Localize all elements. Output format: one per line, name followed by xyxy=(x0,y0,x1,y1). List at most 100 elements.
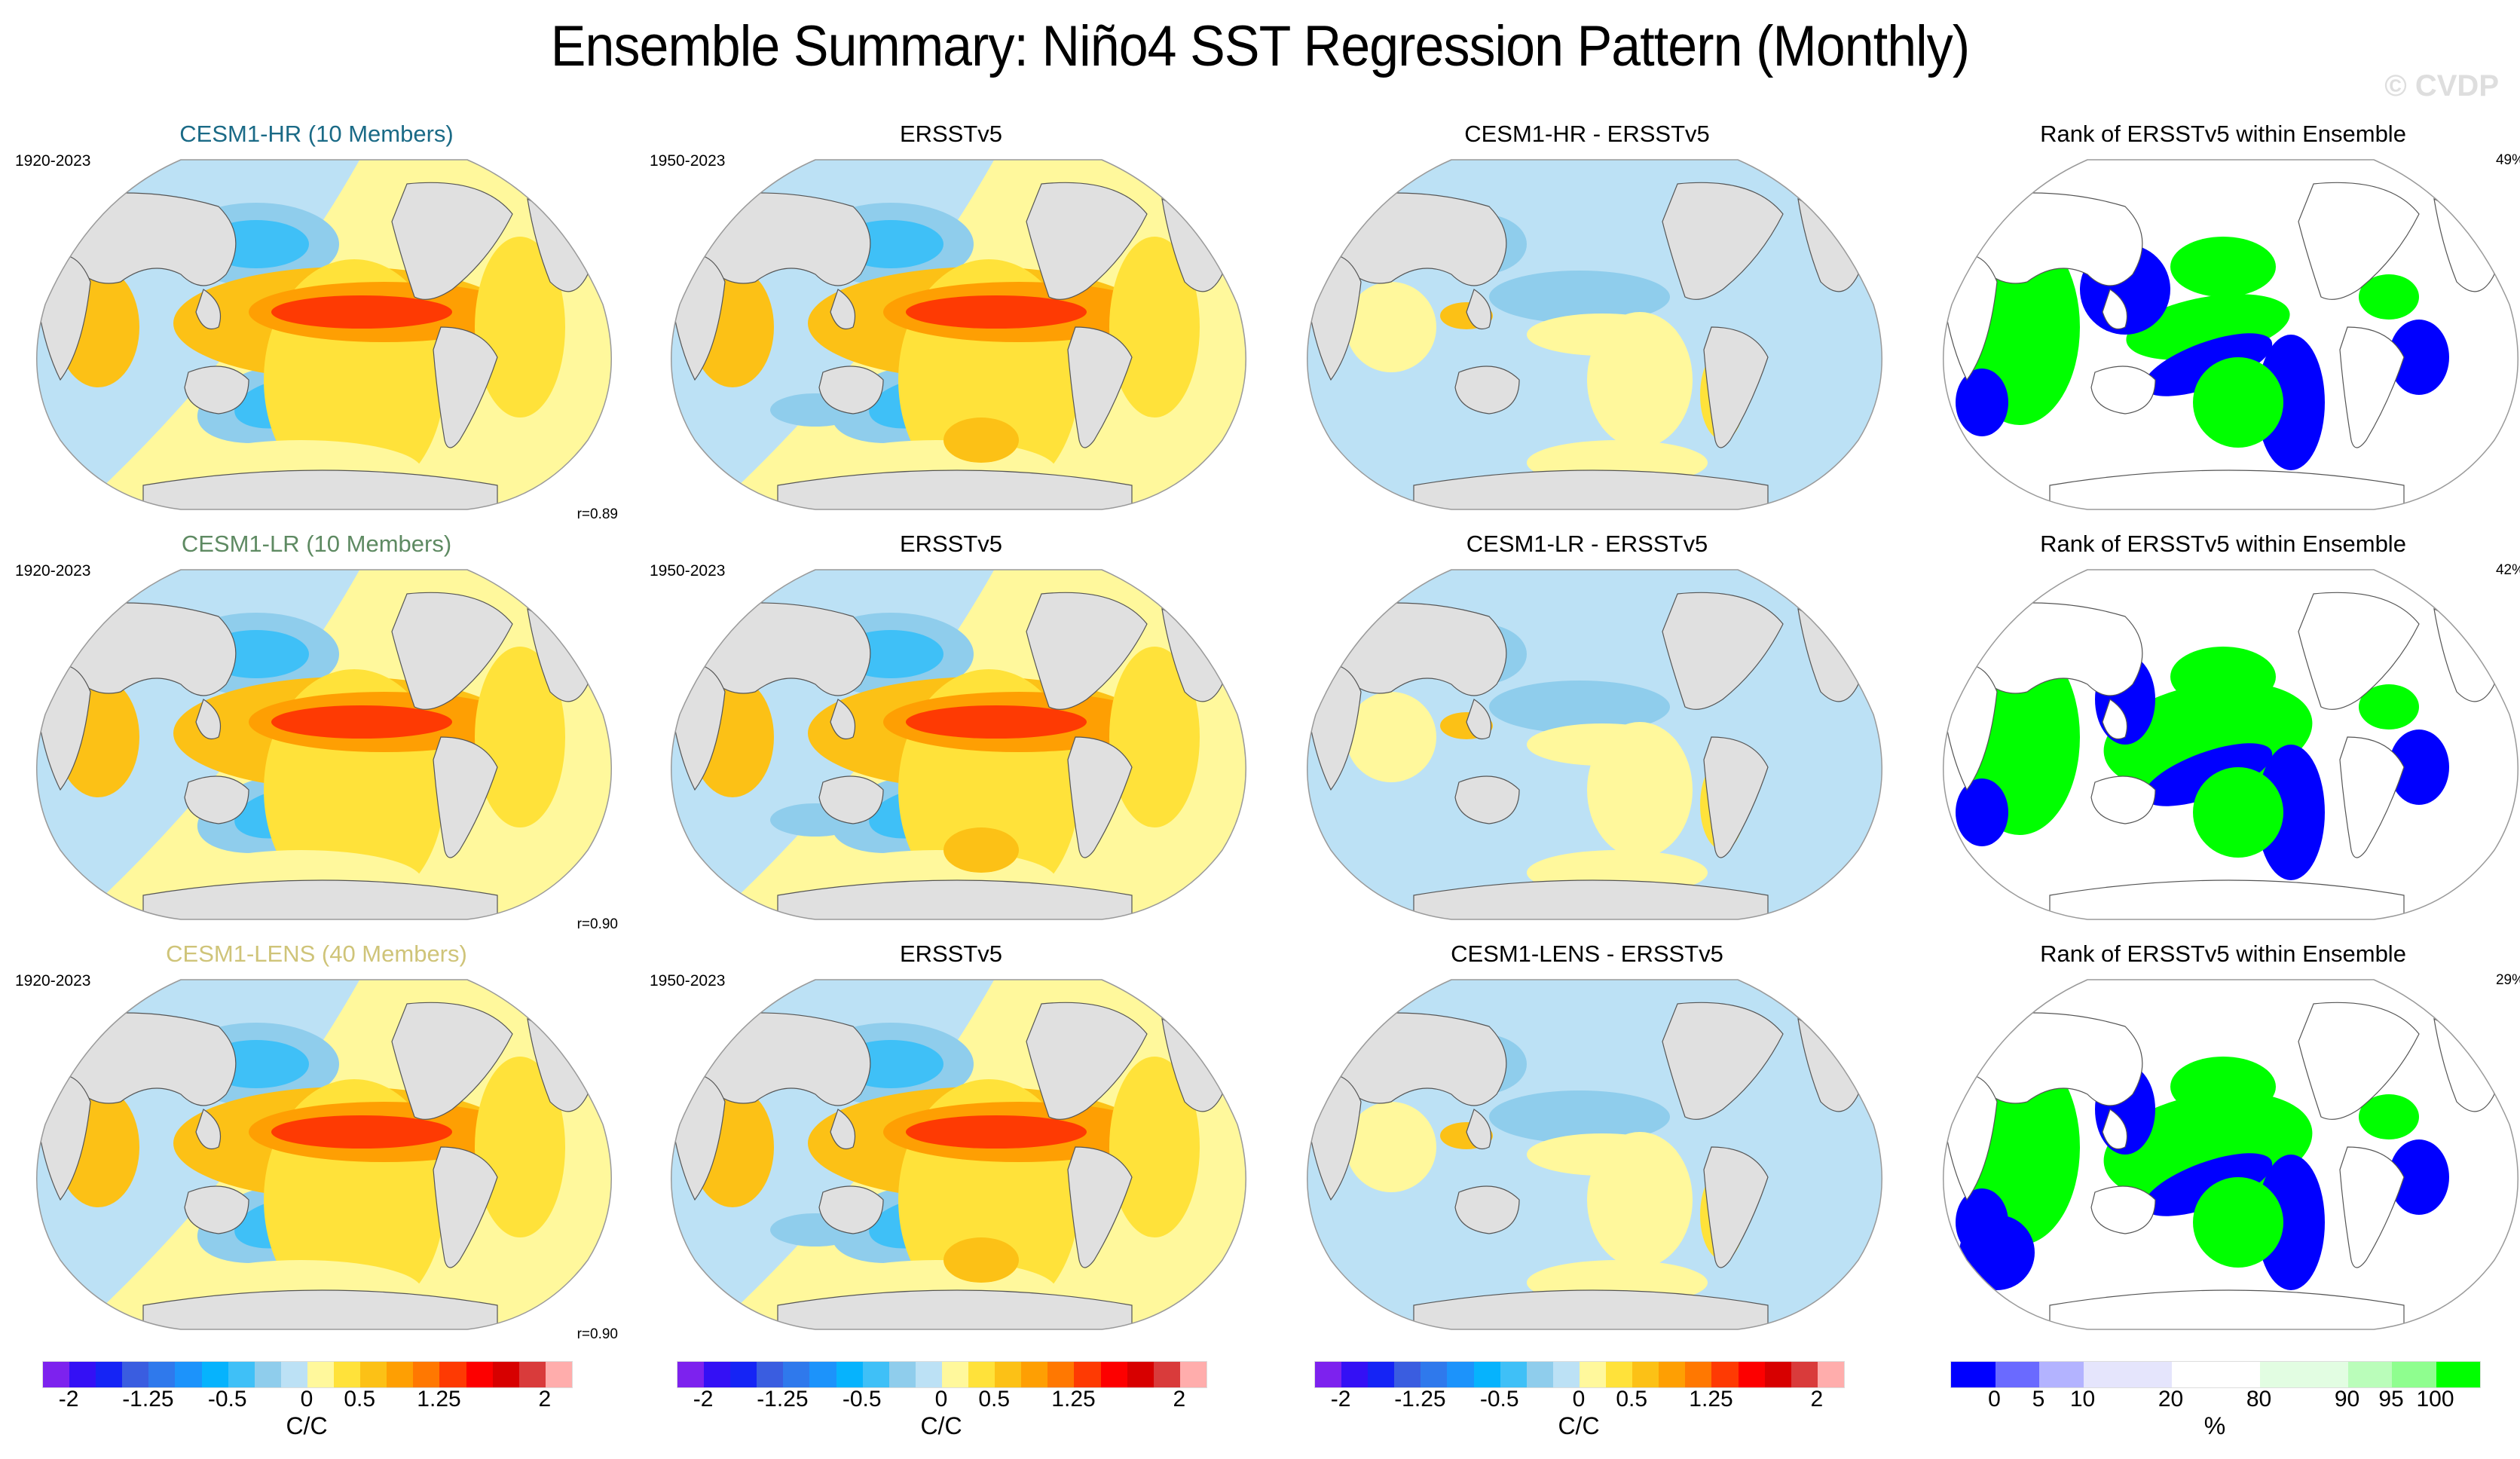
colorbar-swatch xyxy=(1127,1362,1154,1387)
north-america-landmass xyxy=(1026,1002,1148,1120)
obs-panel-title: ERSSTv5 xyxy=(899,941,1003,967)
equatorial-hot-core xyxy=(271,705,452,739)
colorbar-swatch xyxy=(360,1362,387,1387)
regression-colorbar-unit-2: C/C xyxy=(920,1412,962,1439)
south-america-landmass xyxy=(1067,326,1133,448)
north-america-landmass xyxy=(1026,182,1148,300)
south-america-landmass xyxy=(433,736,498,858)
obs-map xyxy=(671,159,1246,510)
rank-colorbar-ticks: 0 5 10 20 80 90 95 100 xyxy=(1950,1387,2479,1417)
colorbar-tick-label: 0.5 xyxy=(344,1387,376,1412)
regression-colorbar-ticks-2: -2 -1.25 -0.5 0 0.5 1.25 2 xyxy=(677,1387,1206,1417)
colorbar-swatch xyxy=(148,1362,176,1387)
maritime-continent xyxy=(1466,1109,1492,1150)
period-label: 1920-2023 xyxy=(15,972,91,989)
rank-low-spac xyxy=(2143,1153,2273,1216)
colorbar-tick-label: -1.25 xyxy=(757,1387,809,1412)
equatorial-hot-core xyxy=(906,1115,1087,1149)
colorbar-tick-label: 90 xyxy=(2334,1387,2360,1412)
north-america-landmass xyxy=(391,592,513,710)
colorbar-swatch xyxy=(2039,1362,2084,1387)
map-panel-obs-3: ERSSTv5 1950-2023 xyxy=(650,941,1252,1347)
eurasia-landmass xyxy=(60,1012,237,1106)
colorbar-swatch xyxy=(1473,1362,1500,1387)
south-pacific-warm-spot xyxy=(943,1237,1019,1283)
map-panel-rank-3: Rank of ERSSTv5 within Ensemble 29% xyxy=(1922,941,2520,1347)
colorbar-swatch xyxy=(1047,1362,1075,1387)
rank-percent-label: 42% xyxy=(2495,562,2520,578)
eurasia-landmass xyxy=(1330,192,1507,286)
eurasia-landmass xyxy=(1330,1012,1507,1106)
cold-patch-2 xyxy=(1489,1090,1670,1143)
colorbar-swatch xyxy=(2347,1362,2392,1387)
colorbar-swatch xyxy=(1341,1362,1369,1387)
colorbar-swatch xyxy=(1685,1362,1712,1387)
antarctica-landmass xyxy=(1413,1289,1769,1329)
colorbar-swatch xyxy=(1579,1362,1607,1387)
eurasia-landmass xyxy=(1330,602,1507,696)
diff-map xyxy=(1307,979,1882,1330)
south-america-landmass xyxy=(1703,1146,1769,1268)
diff-map xyxy=(1307,569,1882,920)
rank-low-indian xyxy=(1956,369,2008,436)
rank-high-spac2 xyxy=(2193,767,2283,858)
colorbar-tick-label: 0.5 xyxy=(978,1387,1011,1412)
maritime-continent xyxy=(1466,699,1492,740)
colorbar-tick-label: 100 xyxy=(2416,1387,2454,1412)
atlantic-warm xyxy=(1109,647,1200,827)
south-america-landmass xyxy=(1703,736,1769,858)
colorbar-tick-label: -2 xyxy=(58,1387,79,1412)
north-america-landmass xyxy=(391,182,513,300)
australia-landmass xyxy=(818,366,884,414)
obs-map xyxy=(671,979,1246,1330)
australia-landmass xyxy=(2090,775,2156,824)
colorbar-swatch xyxy=(2083,1362,2172,1387)
rank-percent-label: 49% xyxy=(2495,152,2520,168)
colorbar-tick-label: 95 xyxy=(2378,1387,2404,1412)
colorbar-tick-label: 2 xyxy=(1173,1387,1186,1412)
antarctica-landmass xyxy=(142,1289,498,1329)
north-america-landmass xyxy=(2298,1002,2420,1120)
rank-low-so xyxy=(1959,1215,2035,1290)
rank-colorbar xyxy=(1950,1361,2481,1388)
colorbar-swatch xyxy=(2392,1362,2436,1387)
period-label: 1920-2023 xyxy=(15,152,91,170)
colorbar-swatch xyxy=(1394,1362,1421,1387)
colorbar-tick-label: -0.5 xyxy=(842,1387,882,1412)
period-label: 1920-2023 xyxy=(15,562,91,580)
rank-low-sepac xyxy=(2257,335,2325,470)
antarctica-landmass xyxy=(2049,879,2405,919)
colorbar-swatch xyxy=(1153,1362,1180,1387)
australia-landmass xyxy=(818,1185,884,1234)
obs-panel-title: ERSSTv5 xyxy=(899,121,1003,147)
antarctica-landmass xyxy=(142,470,498,509)
rank-low-sepac xyxy=(2257,745,2325,880)
cold-patch-2 xyxy=(1489,681,1670,733)
colorbar-swatch xyxy=(836,1362,863,1387)
colorbar-tick-label: 2 xyxy=(538,1387,552,1412)
warm-patch-3 xyxy=(1587,722,1693,858)
maritime-continent xyxy=(2102,1109,2128,1150)
model-map xyxy=(36,979,612,1330)
maritime-continent xyxy=(830,1109,856,1150)
colorbar-swatch xyxy=(518,1362,546,1387)
warm-patch-6 xyxy=(1346,1102,1436,1192)
north-america-landmass xyxy=(1662,182,1784,300)
colorbar-tick-label: -1.25 xyxy=(122,1387,174,1412)
rank-low-satl xyxy=(2389,320,2449,395)
north-america-landmass xyxy=(391,1002,513,1120)
colorbar-swatch xyxy=(2259,1362,2348,1387)
warm-patch-3 xyxy=(1587,312,1693,448)
south-america-landmass xyxy=(1067,1146,1133,1268)
colorbar-tick-label: 0.5 xyxy=(1616,1387,1648,1412)
colorbar-swatch xyxy=(545,1362,572,1387)
warm-patch-6 xyxy=(1346,692,1436,782)
colorbar-tick-label: 10 xyxy=(2069,1387,2096,1412)
atlantic-warm xyxy=(1109,1057,1200,1237)
cold-patch-2 xyxy=(1489,271,1670,323)
colorbar-swatch xyxy=(175,1362,202,1387)
rank-low-sepac xyxy=(2257,1155,2325,1290)
colorbar-tick-label: 0 xyxy=(1988,1387,2001,1412)
rank-low-satl xyxy=(2389,730,2449,805)
colorbar-swatch xyxy=(201,1362,228,1387)
